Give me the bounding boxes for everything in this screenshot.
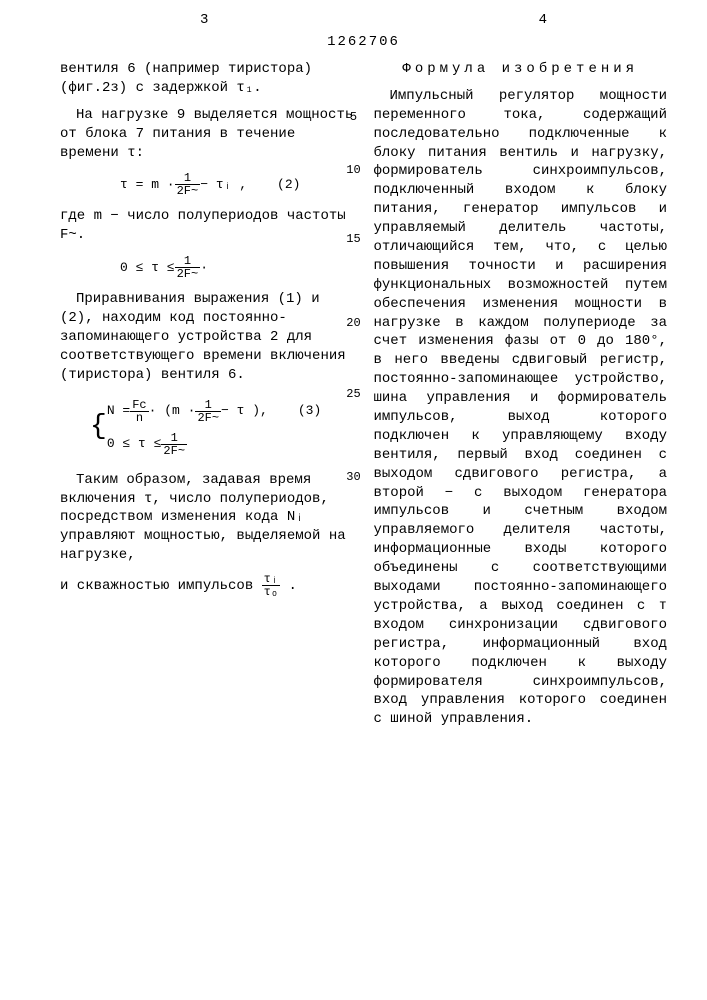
line-number: 10 [346, 163, 360, 177]
left-column: вентиля 6 (например тиристора) (фиг.2з) … [60, 60, 354, 737]
condition-2: 0 ≤ τ ≤ 1 2F~ · [120, 255, 354, 280]
fraction: τᵢ τₒ [262, 573, 280, 598]
formula-3: { N = Fc n · (m · 1 2F~ [90, 395, 354, 461]
brace-icon: { [90, 416, 107, 438]
header-row: 3 4 [60, 12, 667, 28]
formula-text: τ = m · [120, 176, 175, 194]
page-number-right: 4 [539, 12, 547, 28]
formula-text: N = [107, 402, 130, 420]
fraction: 1 2F~ [175, 255, 201, 280]
formula-text: − τᵢ , [200, 176, 247, 194]
line-number: 5 [350, 110, 357, 124]
line-number: 25 [346, 387, 360, 401]
claim-body: Импульсный регулятор мощности переменног… [374, 87, 668, 729]
right-column: Формула изобретения Импульсный регулятор… [374, 60, 668, 737]
paragraph: Приравнивания выражения (1) и (2), наход… [60, 290, 354, 384]
text: и скважностью импульсов [60, 578, 262, 594]
where-clause: где m − число полупериодов частоты F~. [60, 207, 354, 245]
fraction: 1 2F~ [161, 432, 187, 457]
formula-text: 0 ≤ τ ≤ [120, 259, 175, 277]
formula-text: 0 ≤ τ ≤ [107, 435, 162, 453]
paragraph: Таким образом, задавая время включения τ… [60, 471, 354, 565]
fraction: Fc n [130, 399, 148, 424]
two-column-layout: вентиля 6 (например тиристора) (фиг.2з) … [60, 60, 667, 737]
formula-2: τ = m · 1 2F~ − τᵢ , (2) [120, 172, 354, 197]
formula-text: · [200, 259, 208, 277]
patent-number: 1262706 [60, 34, 667, 50]
line-number: 30 [346, 470, 360, 484]
page-number-left: 3 [200, 12, 208, 28]
fraction: 1 2F~ [175, 172, 201, 197]
formula-number: (3) [298, 402, 321, 420]
fraction: 1 2F~ [195, 399, 221, 424]
formula-text: · (m · [149, 402, 196, 420]
paragraph: и скважностью импульсов τᵢ τₒ . [60, 573, 354, 598]
formula-text: − τ ), [221, 402, 268, 420]
page-container: 3 4 1262706 5 10 15 20 25 30 вентиля 6 (… [0, 0, 707, 757]
paragraph: вентиля 6 (например тиристора) (фиг.2з) … [60, 60, 354, 98]
formula-number: (2) [277, 176, 300, 194]
line-number: 20 [346, 316, 360, 330]
claim-title: Формула изобретения [374, 60, 668, 79]
paragraph: На нагрузке 9 выделяется мощность от бло… [60, 106, 354, 163]
text: . [288, 578, 296, 594]
line-number: 15 [346, 232, 360, 246]
